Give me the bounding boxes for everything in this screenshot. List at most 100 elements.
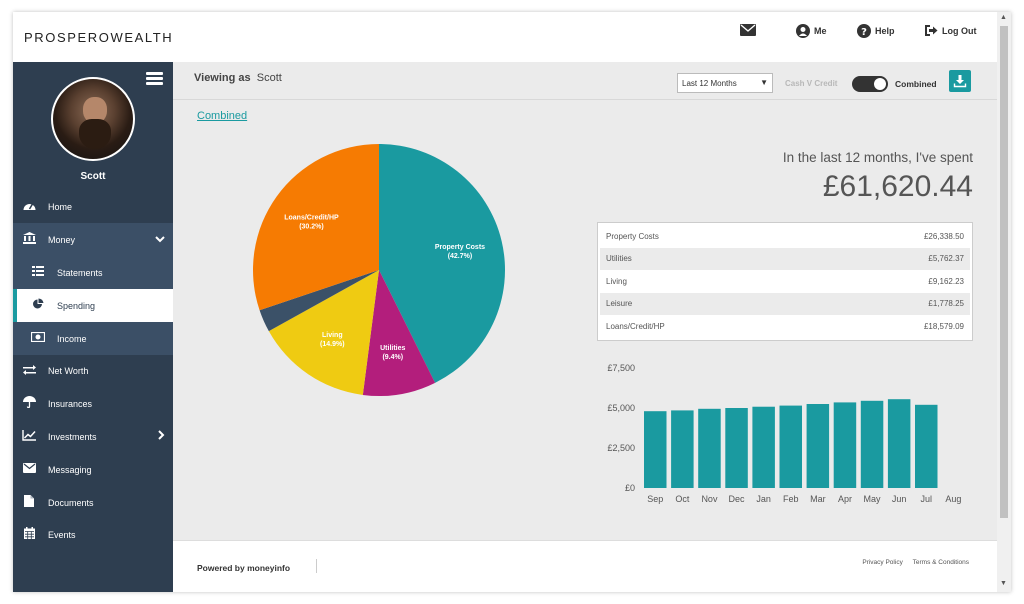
pie-slice-label: Property Costs bbox=[435, 244, 485, 251]
table-row: Living £9,162.23 bbox=[600, 270, 970, 293]
brand-logo[interactable]: PROSPEROWEALTH bbox=[24, 30, 174, 45]
help-button[interactable]: ? Help bbox=[857, 24, 895, 38]
bar[interactable] bbox=[887, 399, 911, 488]
row-name: Property Costs bbox=[606, 231, 659, 241]
row-name: Leisure bbox=[606, 299, 633, 309]
scroll-thumb[interactable] bbox=[1000, 26, 1008, 518]
app-frame: PROSPEROWEALTH Me ? Help Log Out Scott H… bbox=[13, 12, 1011, 592]
bar[interactable] bbox=[752, 406, 775, 488]
period-select[interactable]: Last 12 Months ▼ bbox=[677, 73, 773, 93]
sidebar-item-investments[interactable]: Investments bbox=[13, 420, 173, 453]
envelope-icon bbox=[740, 24, 756, 36]
row-value: £5,762.37 bbox=[928, 254, 964, 264]
sidebar-item-events[interactable]: Events bbox=[13, 518, 173, 551]
row-value: £9,162.23 bbox=[928, 276, 964, 286]
envelope-icon bbox=[22, 463, 36, 476]
file-icon bbox=[22, 495, 36, 510]
sidebar-item-money[interactable]: Money bbox=[13, 223, 173, 256]
pie-slice[interactable] bbox=[253, 144, 379, 311]
sidebar-item-net-worth[interactable]: Net Worth bbox=[13, 354, 173, 387]
bar[interactable] bbox=[806, 404, 830, 488]
sidebar-item-home[interactable]: Home bbox=[13, 190, 173, 223]
row-value: £1,778.25 bbox=[928, 299, 964, 309]
cash-credit-toggle[interactable] bbox=[852, 76, 888, 92]
footer-links: Privacy Policy Terms & Conditions bbox=[854, 559, 969, 566]
mail-button[interactable] bbox=[740, 24, 756, 36]
scroll-down-icon[interactable]: ▼ bbox=[1000, 580, 1007, 587]
user-name: Scott bbox=[80, 171, 106, 182]
calendar-icon bbox=[22, 527, 36, 542]
pie-slice[interactable] bbox=[362, 270, 436, 396]
x-tick-label: Jul bbox=[920, 494, 932, 504]
bar[interactable] bbox=[860, 400, 884, 488]
combined-label: Combined bbox=[895, 79, 937, 89]
bar[interactable] bbox=[725, 408, 748, 488]
sidebar-item-label: Messaging bbox=[48, 464, 92, 475]
breakdown-table: Property Costs £26,338.50 Utilities £5,762… bbox=[597, 222, 973, 341]
y-tick-label: £2,500 bbox=[607, 443, 635, 453]
sidebar-item-income[interactable]: Income bbox=[13, 322, 173, 355]
chevron-down-icon bbox=[155, 234, 165, 246]
sidebar-item-label: Investments bbox=[48, 431, 97, 442]
sidebar-item-label: Documents bbox=[48, 497, 94, 508]
logout-button[interactable]: Log Out bbox=[924, 24, 977, 37]
scroll-up-icon[interactable]: ▲ bbox=[1000, 14, 1007, 21]
sidebar-item-label: Income bbox=[57, 333, 87, 344]
sidebar-item-messaging[interactable]: Messaging bbox=[13, 453, 173, 486]
x-tick-label: Apr bbox=[838, 494, 852, 504]
bar[interactable] bbox=[644, 411, 667, 488]
sidebar: Scott Home Money Statements bbox=[13, 62, 173, 592]
money-icon bbox=[30, 331, 46, 345]
y-tick-label: £5,000 bbox=[607, 403, 635, 413]
pie-slice[interactable] bbox=[379, 144, 506, 383]
bar[interactable] bbox=[671, 410, 694, 488]
row-name: Living bbox=[606, 276, 627, 286]
bar[interactable] bbox=[833, 402, 857, 488]
privacy-link[interactable]: Privacy Policy bbox=[862, 559, 903, 566]
me-button[interactable]: Me bbox=[796, 24, 827, 38]
x-tick-label: Jan bbox=[756, 494, 771, 504]
x-tick-label: May bbox=[864, 494, 882, 504]
footer: Powered by moneyinfo Privacy Policy Term… bbox=[173, 540, 997, 592]
bar[interactable] bbox=[779, 405, 803, 488]
sidebar-item-insurances[interactable]: Insurances bbox=[13, 387, 173, 420]
dropdown-arrow-icon: ▼ bbox=[760, 78, 768, 87]
sidebar-item-statements[interactable]: Statements bbox=[13, 256, 173, 289]
monthly-bar-chart: £0 £2,500 £5,000 £7,500 Sep Oct Nov Dec Jan Feb Ma… bbox=[607, 363, 961, 504]
combined-link[interactable]: Combined bbox=[197, 110, 248, 122]
avatar[interactable] bbox=[51, 77, 135, 161]
scrollbar[interactable]: ▲ ▼ bbox=[997, 12, 1011, 592]
pie-slice[interactable] bbox=[268, 270, 379, 395]
y-tick-label: £0 bbox=[625, 483, 635, 493]
x-tick-label: Dec bbox=[729, 494, 746, 504]
sidebar-item-documents[interactable]: Documents bbox=[13, 486, 173, 519]
powered-by: Powered by moneyinfo bbox=[197, 563, 291, 573]
x-tick-label: Sep bbox=[647, 494, 663, 504]
viewing-as: Viewing as Scott bbox=[194, 72, 282, 84]
sidebar-item-spending[interactable]: Spending bbox=[13, 289, 173, 322]
cash-v-credit-label: Cash V Credit bbox=[785, 79, 838, 88]
svg-text:?: ? bbox=[861, 27, 867, 38]
sign-out-icon bbox=[925, 25, 938, 36]
bar[interactable] bbox=[698, 408, 721, 488]
pie-slice[interactable] bbox=[259, 270, 379, 332]
pie-chart-icon bbox=[31, 298, 45, 313]
umbrella-icon bbox=[22, 396, 36, 411]
me-label: Me bbox=[814, 26, 827, 36]
chevron-right-icon bbox=[158, 430, 165, 443]
y-tick-label: £7,500 bbox=[607, 363, 635, 373]
pie-slice-percent: (14.9%) bbox=[320, 341, 345, 348]
terms-link[interactable]: Terms & Conditions bbox=[912, 559, 969, 566]
footer-divider bbox=[316, 559, 317, 573]
top-bar: PROSPEROWEALTH Me ? Help Log Out bbox=[13, 12, 997, 62]
table-row: Property Costs £26,338.50 bbox=[600, 225, 970, 248]
exchange-icon bbox=[22, 364, 36, 378]
x-tick-label: Nov bbox=[701, 494, 718, 504]
row-name: Utilities bbox=[606, 254, 632, 264]
hamburger-menu-icon[interactable] bbox=[146, 72, 163, 86]
table-row: Loans/Credit/HP £18,579.09 bbox=[600, 315, 970, 338]
bar[interactable] bbox=[915, 404, 938, 488]
row-value: £18,579.09 bbox=[923, 321, 964, 331]
view-bar: Viewing as Scott Last 12 Months ▼ Cash V… bbox=[173, 62, 997, 100]
download-button[interactable] bbox=[949, 70, 971, 92]
